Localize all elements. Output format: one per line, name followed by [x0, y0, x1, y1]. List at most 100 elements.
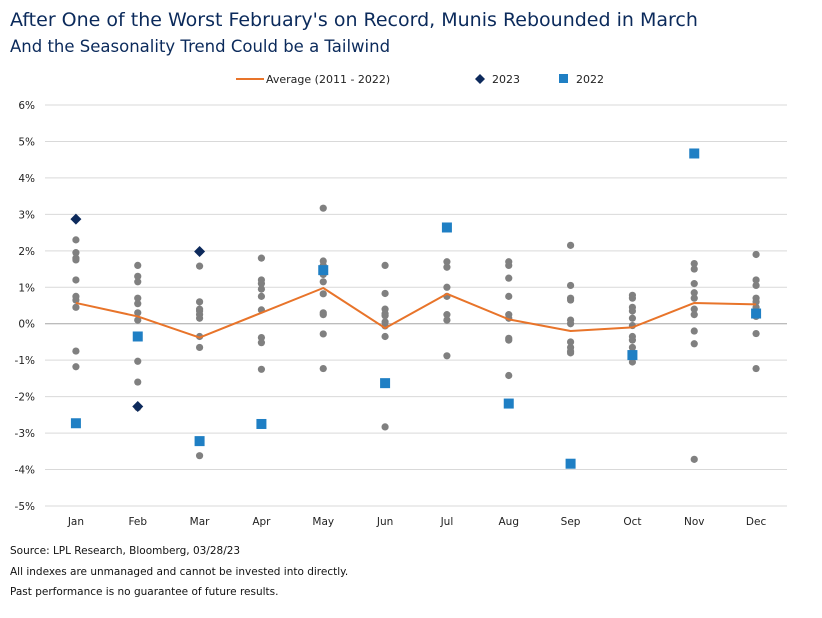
point-2022 — [380, 378, 391, 389]
history-point — [257, 339, 266, 347]
history-point — [752, 364, 760, 373]
x-tick-label: Nov — [684, 516, 705, 528]
history-point — [319, 278, 327, 286]
disclaimer-performance: Past performance is no guarantee of futu… — [10, 586, 279, 598]
x-tick-label: Apr — [252, 516, 271, 528]
disclaimer-invest: All indexes are unmanaged and cannot be … — [10, 566, 349, 578]
legend-average-label: Average (2011 - 2022) — [266, 73, 390, 86]
history-point — [381, 289, 389, 298]
point-2022 — [70, 418, 81, 429]
chart-subtitle: And the Seasonality Trend Could be a Tai… — [10, 37, 391, 56]
history-point — [72, 236, 80, 244]
history-point — [134, 300, 142, 308]
y-tick-label: -3% — [15, 428, 35, 440]
history-point — [134, 309, 142, 317]
history-point — [505, 261, 513, 269]
gridlines — [45, 104, 787, 507]
history-point — [752, 276, 760, 284]
point-2022 — [565, 458, 576, 469]
y-tick-label: 2% — [18, 246, 35, 258]
x-axis-ticks: Jan Feb Mar Apr May Jun Jul Aug Sep Oct Nov Dec — [67, 516, 767, 528]
y-tick-label: 1% — [18, 282, 35, 294]
history-point — [134, 261, 142, 269]
history-point — [72, 249, 80, 257]
history-point — [319, 311, 327, 319]
history-point — [134, 378, 142, 386]
history-point — [566, 349, 575, 357]
history-point — [319, 204, 327, 212]
history-point — [72, 276, 80, 284]
history-point — [628, 358, 637, 366]
history-point — [690, 311, 698, 319]
history-point — [257, 285, 266, 293]
history-point — [628, 294, 637, 302]
history-point — [690, 294, 698, 302]
chart-title: After One of the Worst February's on Rec… — [10, 9, 698, 31]
history-point — [257, 280, 266, 288]
history-point — [443, 316, 451, 324]
history-point — [566, 241, 575, 249]
history-point — [257, 254, 266, 262]
history-point — [195, 332, 204, 341]
point-2022 — [689, 148, 700, 159]
series-2023 — [70, 213, 206, 412]
x-tick-label: May — [312, 516, 334, 528]
history-point — [443, 263, 451, 271]
history-point — [195, 262, 204, 270]
history-points — [72, 204, 760, 463]
point-2022 — [751, 308, 762, 319]
average-series-line — [75, 287, 757, 339]
history-point — [257, 292, 266, 300]
point-2023 — [194, 246, 206, 258]
legend-2023-swatch — [475, 74, 485, 84]
series-2022 — [70, 148, 762, 469]
history-point — [505, 336, 513, 344]
history-point — [752, 250, 760, 259]
point-2023 — [70, 213, 82, 225]
point-2022 — [194, 436, 205, 447]
x-tick-label: Sep — [561, 516, 581, 528]
history-point — [690, 265, 698, 273]
history-point — [257, 333, 266, 342]
history-point — [195, 314, 204, 322]
history-point — [505, 371, 513, 380]
history-point — [690, 327, 698, 335]
history-point — [72, 363, 80, 371]
history-point — [443, 352, 451, 360]
y-tick-label: -1% — [15, 355, 35, 367]
history-point — [690, 305, 698, 313]
history-point — [319, 330, 327, 338]
point-2022 — [318, 265, 329, 276]
x-tick-label: Jul — [440, 516, 454, 528]
history-point — [134, 357, 142, 365]
legend-2023-label: 2023 — [492, 73, 520, 86]
history-point — [72, 256, 80, 264]
history-point — [381, 312, 389, 320]
average-line — [75, 287, 757, 339]
point-2022 — [441, 222, 452, 233]
x-tick-label: Jun — [376, 516, 393, 528]
history-point — [381, 261, 389, 269]
history-point — [443, 311, 451, 319]
history-point — [134, 278, 142, 286]
history-point — [134, 272, 142, 280]
history-point — [690, 455, 698, 463]
history-point — [690, 289, 698, 297]
history-point — [319, 290, 327, 298]
history-point — [257, 365, 266, 373]
legend-2022-swatch — [559, 74, 568, 83]
history-point — [690, 340, 698, 348]
y-tick-label: 0% — [18, 319, 35, 331]
y-tick-label: 6% — [18, 100, 35, 112]
x-tick-label: Jan — [67, 516, 84, 528]
history-point — [134, 316, 142, 324]
history-point — [505, 274, 513, 282]
point-2022 — [132, 331, 143, 342]
history-point — [690, 259, 698, 268]
history-point — [134, 294, 142, 302]
x-tick-label: Aug — [498, 516, 519, 528]
history-point — [752, 329, 760, 338]
history-point — [381, 423, 389, 431]
history-point — [72, 347, 80, 355]
point-2022 — [503, 398, 514, 409]
